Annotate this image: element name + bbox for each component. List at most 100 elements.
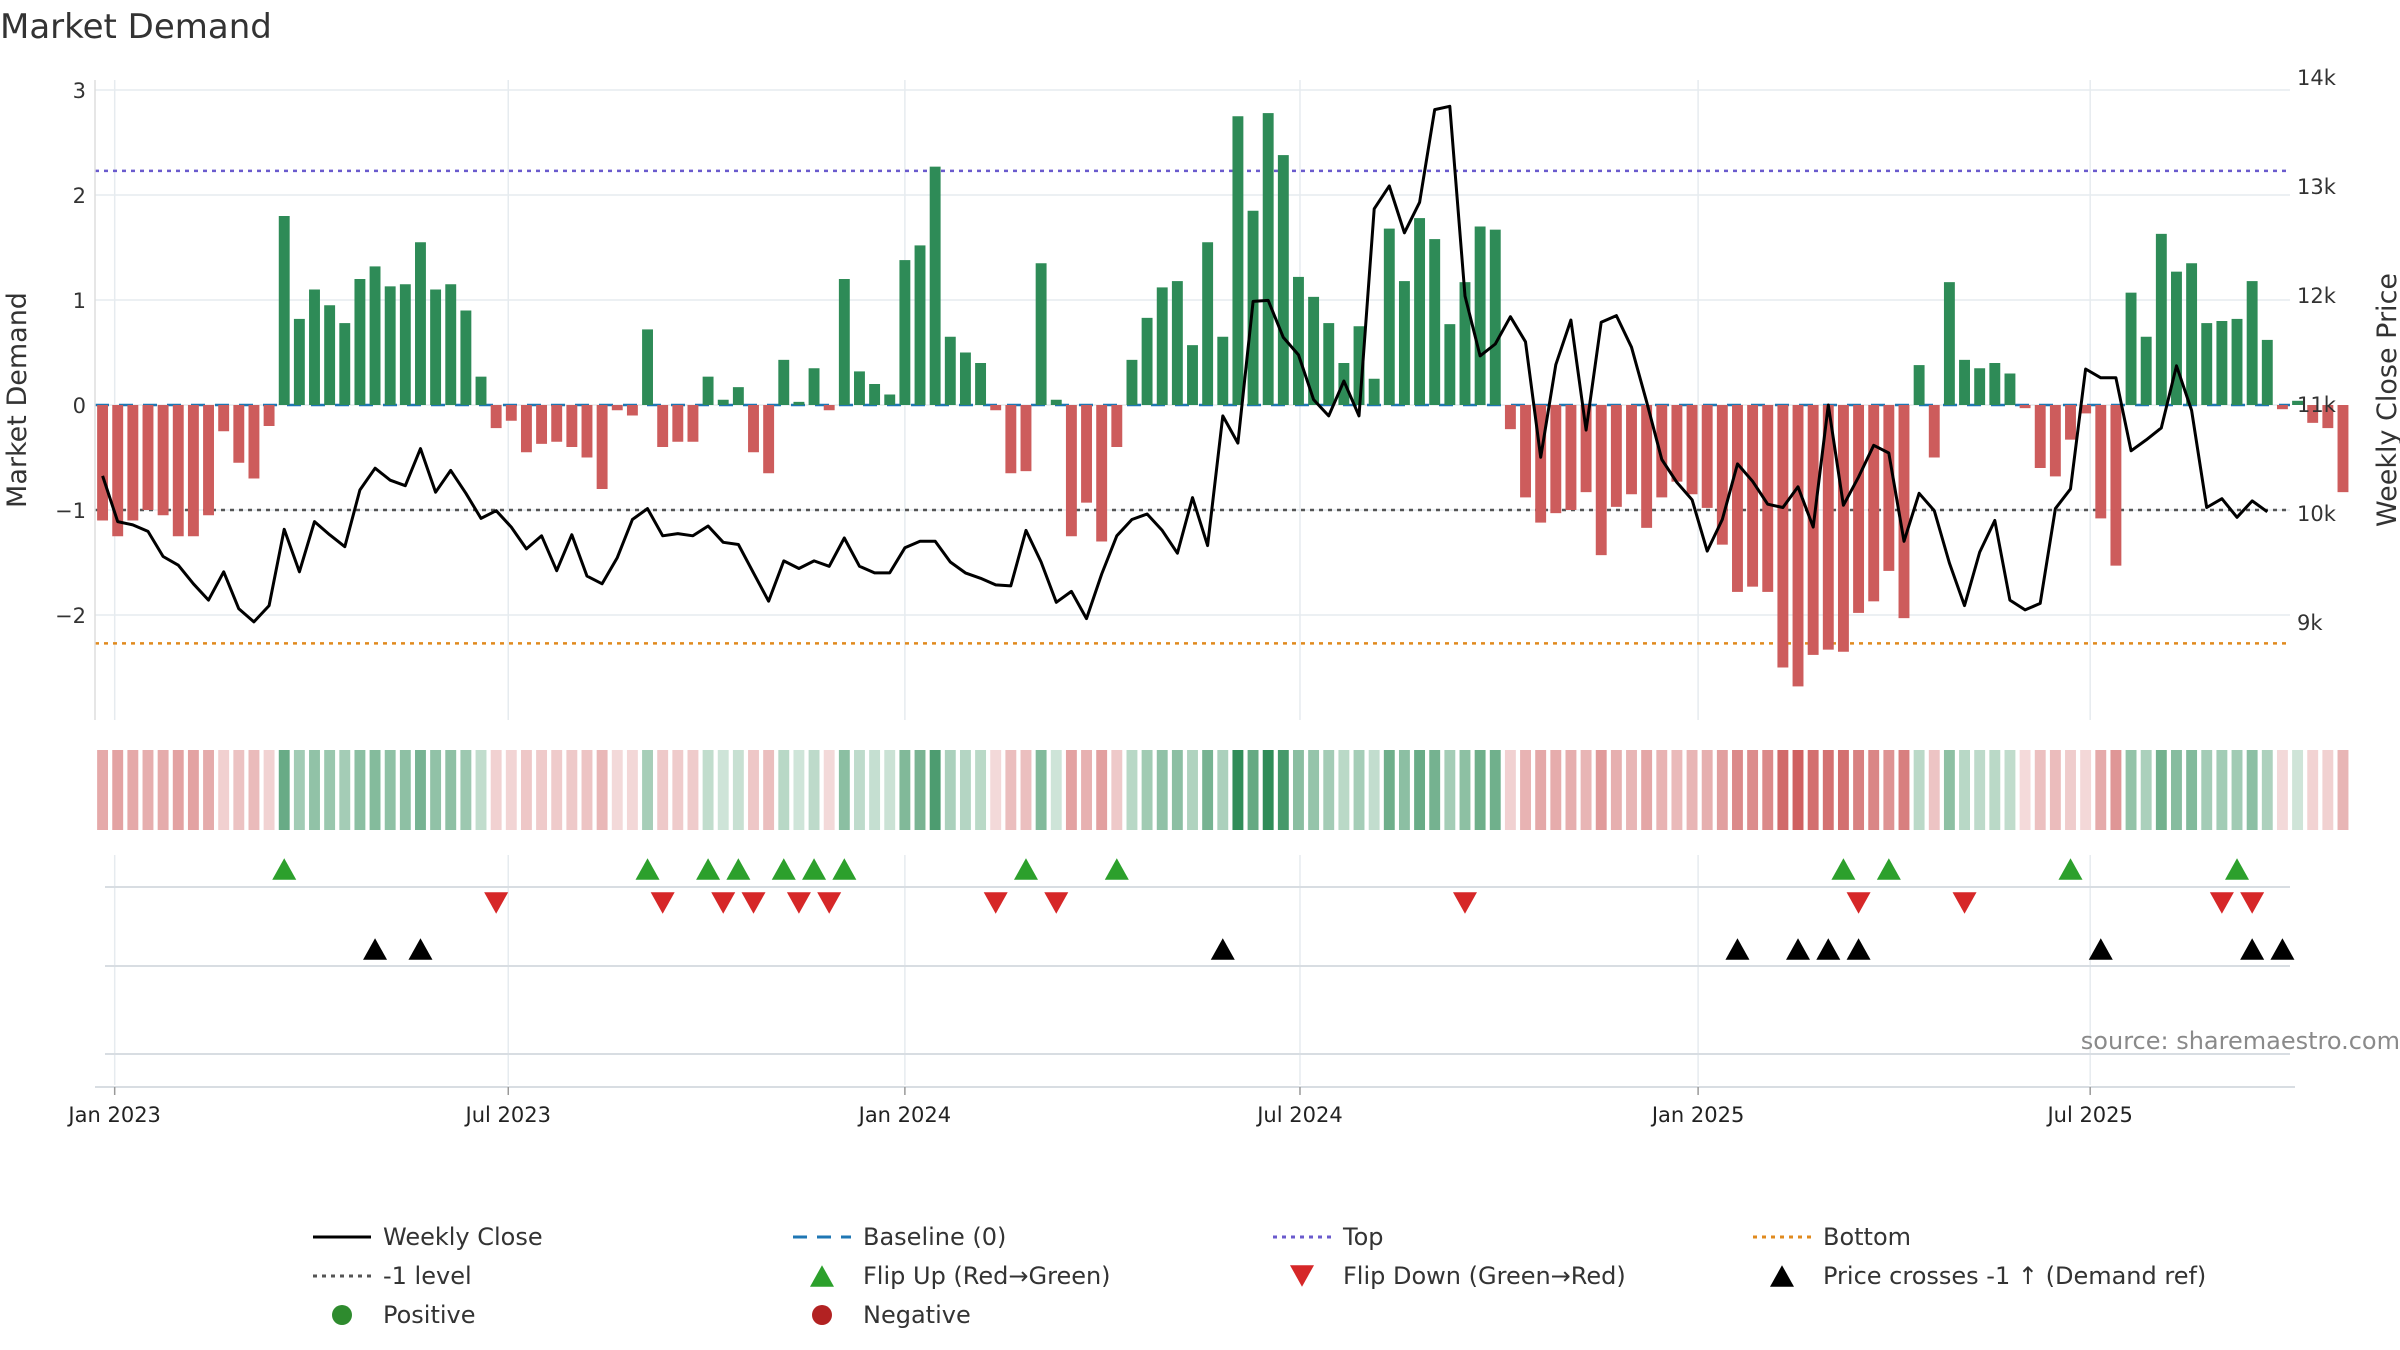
positive-bar [1383, 228, 1395, 405]
flip-down-marker [650, 892, 675, 914]
x-tick-label: Jan 2025 [1650, 1103, 1745, 1127]
positive-bar [399, 284, 411, 405]
left-tick-label: 2 [73, 184, 86, 208]
legend-item: Bottom [1753, 1223, 1911, 1251]
negative-bar [748, 405, 759, 453]
flip-down-marker [983, 892, 1008, 914]
negative-bar [1807, 405, 1819, 655]
legend-label: Price crosses -1 ↑ (Demand ref) [1823, 1262, 2206, 1290]
negative-bar [1096, 405, 1108, 542]
positive-bar [854, 371, 865, 405]
heat-strip-cell [1156, 750, 1168, 830]
negative-bar [1535, 405, 1547, 523]
negative-bar [1641, 405, 1653, 528]
axes: 3 2 1 0 −1 −2 14k 13k 12k 11k 10k 9k [55, 66, 2337, 720]
legend-label: Flip Down (Green→Red) [1343, 1262, 1626, 1290]
positive-bar [475, 376, 487, 405]
heat-strip-cell [1383, 750, 1395, 830]
heat-strip-cell [642, 750, 653, 830]
heat-strip-cell [1444, 750, 1456, 830]
price-cross-marker [1210, 938, 1235, 960]
price-cross-marker [1786, 938, 1811, 960]
negative-bar [1732, 405, 1743, 592]
heat-strip-cell [112, 750, 124, 830]
positive-bar [1943, 282, 1955, 405]
positive-bar [717, 399, 729, 405]
positive-bar [369, 266, 381, 405]
heat-strip-cell [1943, 750, 1955, 830]
heat-strip-cell [445, 750, 457, 830]
positive-bar [959, 352, 971, 405]
positive-bar [1959, 359, 1970, 405]
heat-strip-cell [1913, 750, 1925, 830]
heat-strip-cell [1822, 750, 1834, 830]
heat-strip-cell [415, 750, 426, 830]
heat-strip-cell [854, 750, 865, 830]
positive-bar [838, 279, 850, 405]
negative-bar [611, 405, 623, 411]
positive-bar [1277, 155, 1289, 405]
heat-strip-cell [1035, 750, 1047, 830]
legend-label: Positive [383, 1301, 476, 1329]
flip-down-marker [2209, 892, 2234, 914]
x-tick-label: Jul 2025 [2045, 1103, 2132, 1127]
positive-bar [1217, 336, 1229, 405]
heat-strip-cell [293, 750, 305, 830]
heat-strip-cell [1293, 750, 1304, 830]
positive-bar [1232, 116, 1244, 405]
positive-bar [2216, 321, 2228, 405]
negative-bar [142, 405, 154, 510]
negative-bar [672, 405, 684, 442]
heat-strip-cell [1338, 750, 1350, 830]
heat-strip-cell [2276, 750, 2288, 830]
heat-strip-cell [1217, 750, 1229, 830]
heat-strip-cell [157, 750, 169, 830]
heat-strip-cell [1065, 750, 1077, 830]
heat-strip-cell [369, 750, 381, 830]
x-tick-label: Jul 2024 [1255, 1103, 1342, 1127]
legend-item: Weekly Close [313, 1223, 543, 1251]
heat-strip-cell [2231, 750, 2243, 830]
positive-bar [1202, 242, 1214, 405]
negative-bar [1671, 405, 1683, 482]
heat-strip-cell [2110, 750, 2122, 830]
legend-item: Negative [812, 1301, 971, 1329]
heat-strip-cell [657, 750, 669, 830]
heat-strip-cell [1187, 750, 1198, 830]
positive-bar [1913, 365, 1925, 405]
legend-item: Positive [332, 1301, 476, 1329]
heat-strip-cell [2216, 750, 2228, 830]
heat-strip-cell [2322, 750, 2334, 830]
heat-strip-cell [1807, 750, 1819, 830]
positive-bar [1489, 229, 1501, 405]
positive-bar [929, 166, 941, 405]
flip-up-marker [1104, 858, 1129, 880]
heat-strip-cell [702, 750, 714, 830]
left-axis-title: Market Demand [2, 292, 33, 508]
source-label: source: sharemaestro.com [2081, 1027, 2400, 1055]
heat-strip-cell [536, 750, 548, 830]
legend-label: Bottom [1823, 1223, 1911, 1251]
flip-down-marker [1846, 892, 1871, 914]
positive-bar [1171, 281, 1183, 405]
heat-strip-cell [263, 750, 275, 830]
negative-bar [2065, 405, 2076, 440]
heat-strip-cell [1368, 750, 1380, 830]
heat-strip-cell [1762, 750, 1774, 830]
heat-strip-cell [1626, 750, 1637, 830]
heat-strip-cell [505, 750, 517, 830]
positive-bar [1353, 326, 1365, 405]
positive-bar [324, 305, 336, 405]
positive-bar [899, 260, 911, 405]
heat-strip-cell [2292, 750, 2304, 830]
legend-item: Top [1273, 1223, 1384, 1251]
flip-up-marker [2225, 858, 2250, 880]
positive-bar [732, 387, 744, 405]
negative-bar [1504, 405, 1516, 430]
right-tick-label: 11k [2297, 393, 2337, 417]
flip-up-marker [635, 858, 660, 880]
positive-bar [2261, 339, 2273, 405]
legend-item: Baseline (0) [793, 1223, 1006, 1251]
negative-bar [520, 405, 532, 453]
negative-bar [2337, 405, 2349, 493]
